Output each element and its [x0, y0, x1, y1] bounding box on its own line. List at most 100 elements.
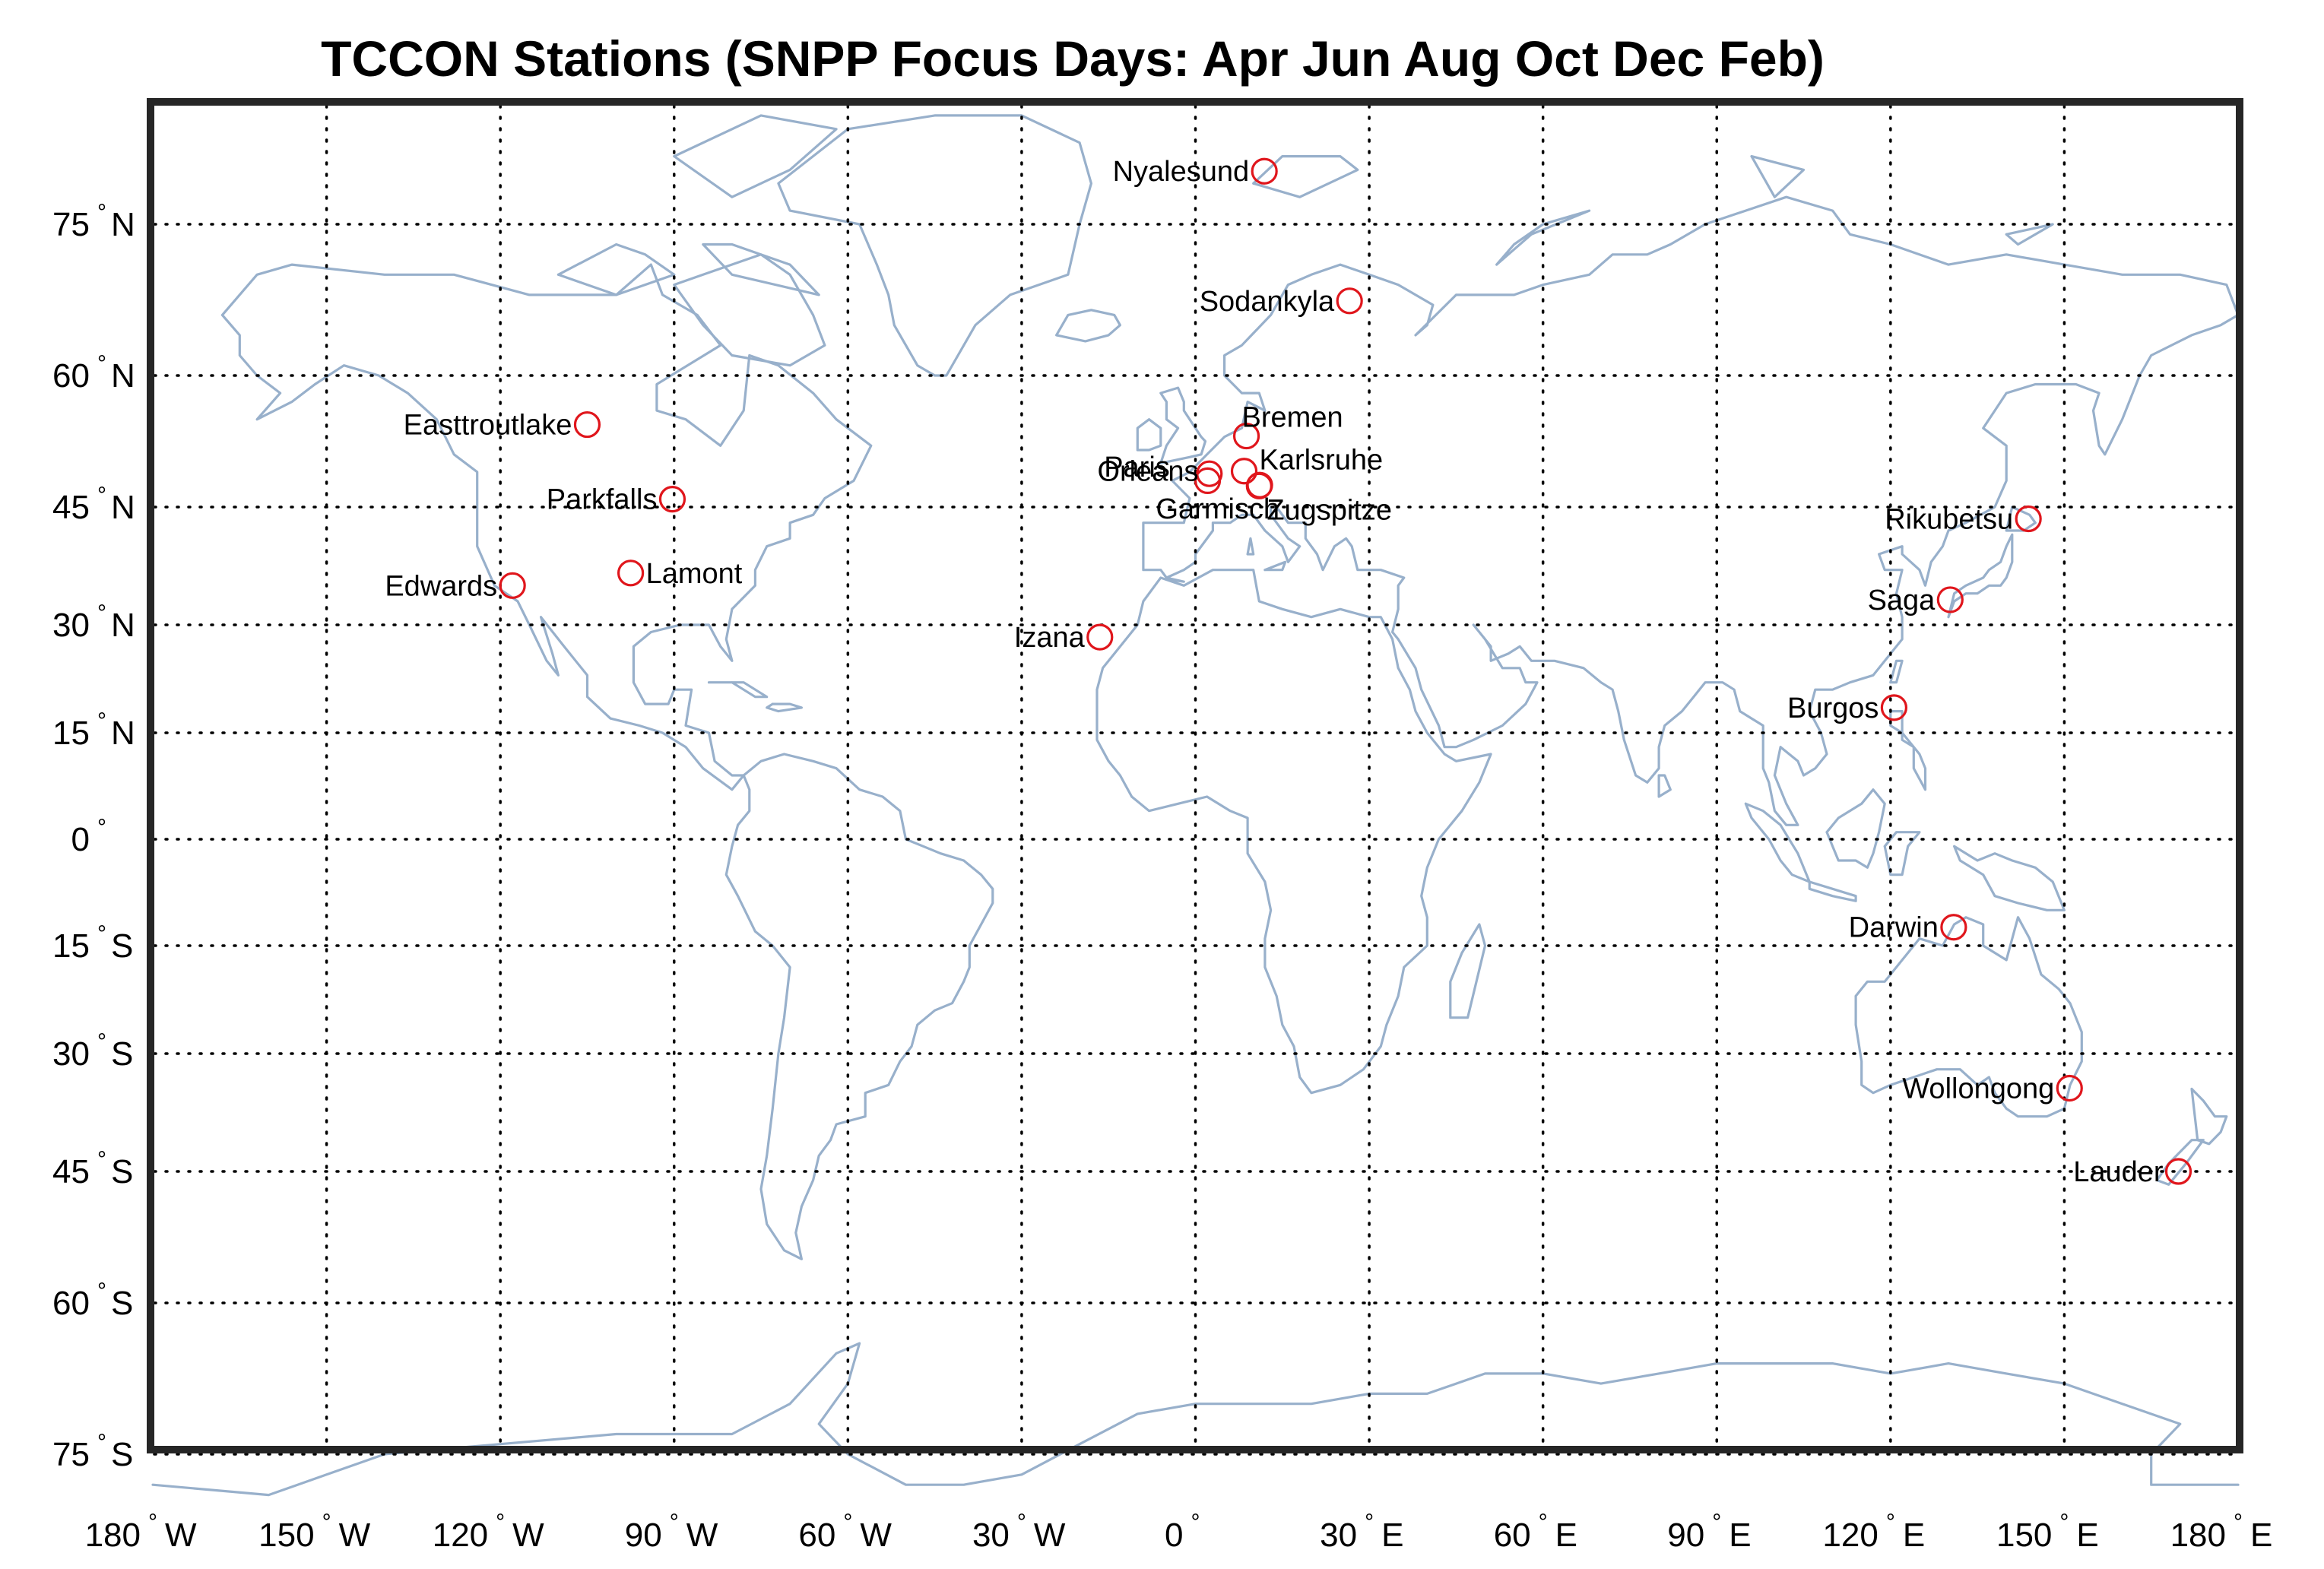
longitude-tick-label: 120 ° E	[1822, 1510, 1925, 1554]
station-marker	[1086, 623, 1114, 651]
degree-symbol: °	[97, 708, 106, 734]
station-easttroutlake: Easttroutlake	[404, 410, 601, 442]
coastline-outline	[1889, 659, 1904, 684]
coastline-outline	[1252, 155, 1359, 198]
latitude-tick-label: 15 ° S	[52, 921, 133, 965]
coastline-outline	[724, 753, 994, 1260]
coastline-outline	[1165, 576, 1185, 583]
coastline-outline	[673, 114, 838, 198]
degree-symbol: °	[97, 601, 106, 626]
degree-symbol: °	[97, 1430, 106, 1455]
station-izana: Izana	[1014, 622, 1114, 654]
coastline-outline	[1953, 845, 2066, 911]
latitude-hemisphere: S	[111, 927, 133, 965]
coastline-outline	[2005, 506, 2037, 532]
latitude-hemisphere: S	[111, 1436, 133, 1473]
station-label: Darwin	[1849, 912, 1939, 944]
latitude-tick-label: 30 ° S	[52, 1029, 133, 1073]
station-marker	[1940, 914, 1967, 941]
latitude-tick-number: 30	[52, 1035, 90, 1073]
coastline-outline	[673, 253, 826, 367]
coastline-outline	[1136, 418, 1162, 452]
station-parkfalls: Parkfalls	[547, 484, 686, 516]
coastline-outline	[1825, 788, 1886, 869]
degree-symbol: °	[97, 1279, 106, 1304]
longitude-tick-number: 30	[1320, 1517, 1357, 1554]
latitude-tick-number: 0	[71, 821, 90, 858]
latitude-hemisphere: N	[111, 607, 135, 644]
coastline-outline	[1889, 709, 1927, 791]
coastline-outline	[1883, 831, 1921, 876]
latitude-tick-number: 45	[52, 489, 90, 526]
degree-symbol: °	[670, 1510, 679, 1535]
latitude-tick-label: 45 ° S	[52, 1147, 133, 1190]
graticule-grid	[153, 104, 2237, 1456]
station-marker	[658, 486, 686, 513]
coastline-outline	[1808, 880, 1857, 902]
station-marker	[617, 559, 645, 587]
degree-symbol: °	[1365, 1510, 1374, 1535]
degree-symbol: °	[97, 815, 106, 840]
coastline-outline	[1449, 923, 1487, 1019]
latitude-tick-number: 60	[52, 357, 90, 395]
longitude-hemisphere: W	[339, 1517, 371, 1554]
degree-symbol: °	[148, 1510, 157, 1535]
degree-symbol: °	[2059, 1510, 2069, 1535]
station-label: Edwards	[385, 570, 497, 602]
longitude-tick-label: 60 ° W	[798, 1510, 892, 1554]
longitude-tick-label: 180 ° W	[85, 1510, 197, 1554]
coastline-outline	[1495, 209, 1591, 266]
longitude-tick-number: 60	[798, 1517, 835, 1554]
station-label: Izana	[1014, 622, 1086, 654]
longitude-hemisphere: W	[686, 1517, 718, 1554]
degree-symbol: °	[1017, 1510, 1026, 1535]
station-edwards: Edwards	[385, 570, 526, 602]
degree-symbol: °	[97, 921, 106, 946]
coastline-outline	[1263, 560, 1287, 572]
longitude-hemisphere: W	[1034, 1517, 1066, 1554]
latitude-tick-number: 75	[52, 1436, 90, 1473]
longitude-tick-label: 60 ° E	[1494, 1510, 1577, 1554]
latitude-tick-number: 30	[52, 607, 90, 644]
degree-symbol: °	[1539, 1510, 1548, 1535]
station-label: Karlsruhe	[1260, 445, 1384, 477]
longitude-tick-number: 90	[1667, 1517, 1704, 1554]
longitude-hemisphere: W	[165, 1517, 197, 1554]
station-label: Burgos	[1787, 693, 1879, 724]
longitude-tick-number: 0	[1165, 1517, 1183, 1554]
station-marker	[2015, 505, 2042, 533]
longitude-tick-number: 30	[972, 1517, 1010, 1554]
coastline-outline	[1744, 802, 1811, 883]
latitude-tick-label: 60 ° N	[52, 351, 135, 395]
latitude-tick-number: 75	[52, 206, 90, 243]
longitude-hemisphere: E	[1729, 1517, 1751, 1554]
longitude-tick-number: 120	[433, 1517, 488, 1554]
longitude-tick-number: 60	[1494, 1517, 1531, 1554]
latitude-tick-number: 15	[52, 715, 90, 752]
latitude-tick-label: 75 ° S	[52, 1430, 133, 1473]
station-zugspitze: Zugspitze	[1245, 472, 1392, 526]
station-marker	[2164, 1158, 2192, 1185]
coastline-outline	[702, 242, 820, 296]
station-label: Lamont	[646, 558, 743, 590]
coastline-outline	[1142, 195, 2240, 826]
degree-symbol: °	[1712, 1510, 1721, 1535]
station-marker	[499, 572, 526, 599]
station-paris: Paris	[1104, 452, 1223, 487]
degree-symbol: °	[2234, 1510, 2243, 1535]
station-darwin: Darwin	[1849, 912, 1967, 944]
station-saga: Saga	[1868, 585, 1964, 617]
degree-symbol: °	[322, 1510, 331, 1535]
latitude-hemisphere: N	[111, 489, 135, 526]
longitude-tick-label: 90 ° E	[1667, 1510, 1751, 1554]
latitude-tick-number: 45	[52, 1153, 90, 1190]
degree-symbol: °	[97, 200, 106, 225]
station-label: Wollongong	[1902, 1073, 2054, 1105]
longitude-hemisphere: E	[2250, 1517, 2272, 1554]
coastline-outline	[1657, 774, 1672, 798]
map-frame	[147, 98, 2243, 1453]
station-label: Zugspitze	[1267, 494, 1392, 526]
coastline-outline	[1854, 916, 2083, 1118]
station-label: Paris	[1104, 452, 1170, 483]
